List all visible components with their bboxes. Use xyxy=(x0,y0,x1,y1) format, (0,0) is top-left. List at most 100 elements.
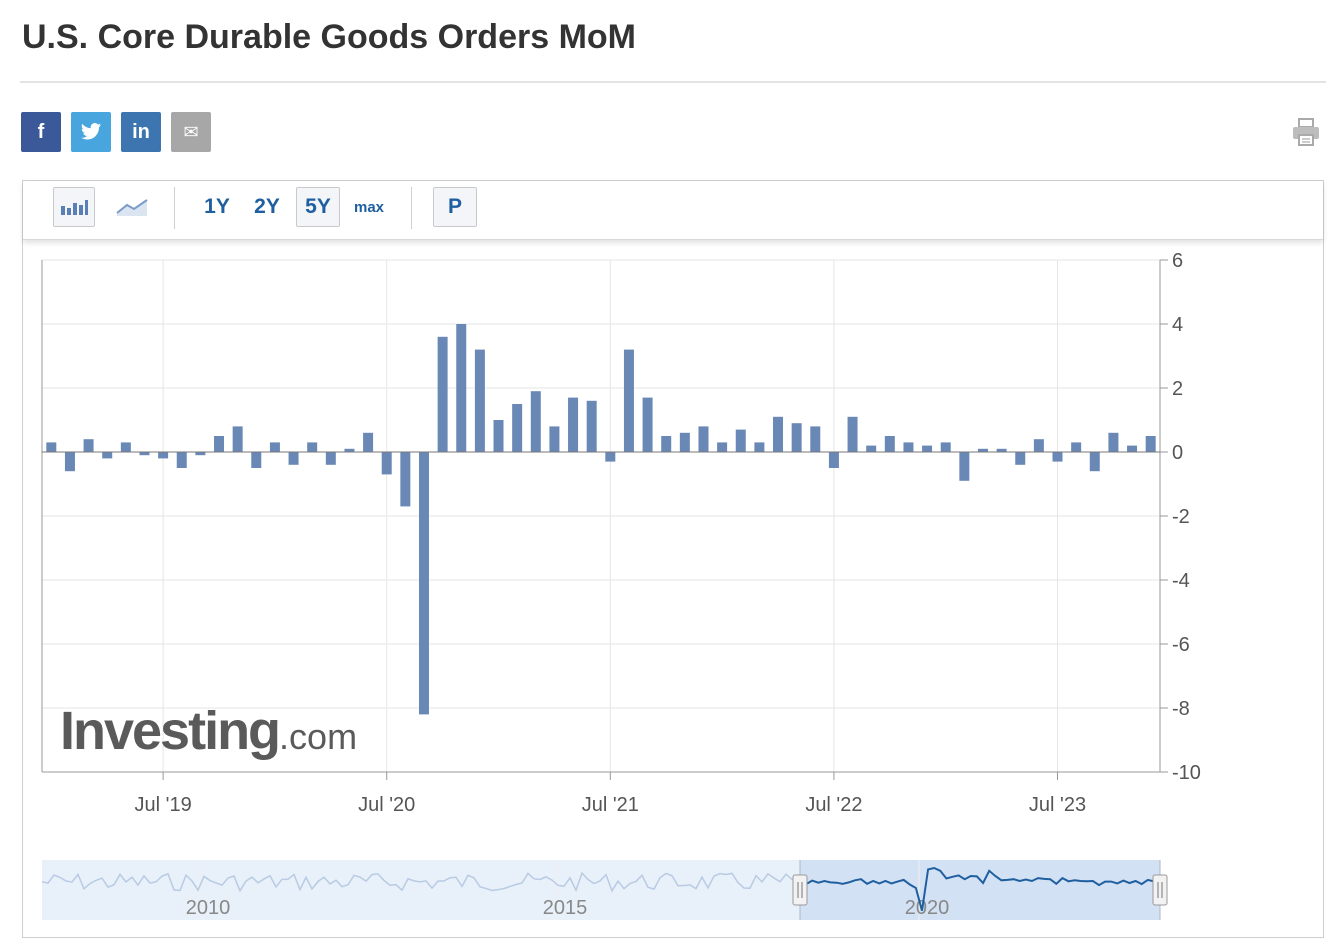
line-chart-icon xyxy=(116,199,148,216)
navigator-line xyxy=(799,866,1161,911)
bar xyxy=(605,452,616,462)
bar xyxy=(679,432,690,452)
bar xyxy=(661,436,672,452)
navigator-tick-label: 2015 xyxy=(543,897,588,919)
y-tick-label: 2 xyxy=(1172,378,1183,400)
bar xyxy=(381,452,392,475)
twitter-share-button[interactable] xyxy=(71,112,111,152)
bar xyxy=(959,452,970,481)
brand-name: Investing xyxy=(60,701,281,761)
bar-chart-icon xyxy=(61,200,88,215)
linkedin-share-button[interactable]: in xyxy=(121,112,161,152)
linkedin-icon: in xyxy=(132,120,150,143)
y-tick-label: -2 xyxy=(1172,506,1190,528)
chart-toolbar: 1Y 2Y 5Y max P xyxy=(23,181,1323,240)
bar xyxy=(996,448,1007,452)
email-icon: ✉ xyxy=(183,121,199,142)
range-max-button[interactable]: max xyxy=(353,198,385,216)
bar xyxy=(437,336,448,452)
bar xyxy=(269,442,280,452)
bar xyxy=(847,416,858,452)
bar xyxy=(139,452,150,456)
x-tick-label: Jul '21 xyxy=(582,794,639,816)
bar xyxy=(735,429,746,452)
bar xyxy=(1052,452,1063,462)
y-tick-label: -6 xyxy=(1172,634,1190,656)
bar xyxy=(1127,445,1138,452)
bar-chart-toggle[interactable] xyxy=(53,187,95,227)
bar xyxy=(717,442,728,452)
bar xyxy=(400,452,411,507)
navigator-tick-label: 2010 xyxy=(186,897,231,919)
navigator-handle[interactable] xyxy=(792,874,808,906)
email-share-button[interactable]: ✉ xyxy=(171,112,211,152)
y-tick-label: 4 xyxy=(1172,314,1183,336)
navigator-handle[interactable] xyxy=(1152,874,1168,906)
bar xyxy=(884,436,895,452)
bar xyxy=(1071,442,1082,452)
navigator-tick-label: 2020 xyxy=(905,897,950,919)
twitter-icon xyxy=(80,123,102,140)
range-1y-button[interactable]: 1Y xyxy=(204,195,230,218)
bar xyxy=(791,423,802,452)
bar xyxy=(922,445,933,452)
bar xyxy=(456,324,467,452)
bar xyxy=(940,442,951,452)
bar xyxy=(232,426,243,452)
line-chart-toggle[interactable] xyxy=(109,187,155,227)
bar xyxy=(1145,436,1156,452)
range-2y-button[interactable]: 2Y xyxy=(254,195,280,218)
bar xyxy=(288,452,299,465)
bar xyxy=(530,391,541,452)
x-tick-label: Jul '19 xyxy=(135,794,192,816)
x-tick-label: Jul '23 xyxy=(1029,794,1086,816)
bar xyxy=(83,439,94,452)
bar xyxy=(120,442,131,452)
bar xyxy=(866,445,877,452)
bar xyxy=(307,442,318,452)
bar xyxy=(1015,452,1026,465)
y-tick-label: -10 xyxy=(1172,762,1201,784)
toolbar-separator xyxy=(411,187,412,229)
bar xyxy=(46,442,57,452)
brand-suffix: .com xyxy=(279,716,358,757)
bar xyxy=(64,452,75,472)
bar xyxy=(158,452,169,459)
bar xyxy=(828,452,839,468)
bar xyxy=(344,448,355,452)
bar xyxy=(698,426,709,452)
print-icon[interactable] xyxy=(1290,116,1322,148)
facebook-icon: f xyxy=(37,120,45,143)
bar xyxy=(549,426,560,452)
bar xyxy=(903,442,914,452)
y-tick-label: -4 xyxy=(1172,570,1190,592)
bar xyxy=(1033,439,1044,452)
bar xyxy=(176,452,187,468)
bar xyxy=(363,432,374,452)
bar xyxy=(977,448,988,452)
investing-logo: Investing.com xyxy=(60,700,357,762)
y-tick-label: 0 xyxy=(1172,442,1183,464)
bar xyxy=(586,400,597,452)
x-tick-label: Jul '20 xyxy=(358,794,415,816)
facebook-share-button[interactable]: f xyxy=(21,112,61,152)
bar xyxy=(214,436,225,452)
y-tick-label: -8 xyxy=(1172,698,1190,720)
bar xyxy=(102,452,113,459)
bar xyxy=(1108,432,1119,452)
bar xyxy=(195,452,206,456)
bar xyxy=(568,397,579,452)
bar xyxy=(1089,452,1100,472)
bar xyxy=(325,452,336,465)
title-divider xyxy=(20,81,1326,83)
bar xyxy=(493,420,504,452)
navigator-history-line xyxy=(41,871,799,893)
page-title: U.S. Core Durable Goods Orders MoM xyxy=(22,18,636,56)
navigator-selection xyxy=(800,860,1160,920)
bar xyxy=(512,404,523,452)
chart-panel xyxy=(22,180,1324,938)
bar xyxy=(474,349,485,452)
bar xyxy=(418,452,429,715)
range-5y-button[interactable]: 5Y xyxy=(296,187,340,227)
pin-button[interactable]: P xyxy=(433,187,477,227)
